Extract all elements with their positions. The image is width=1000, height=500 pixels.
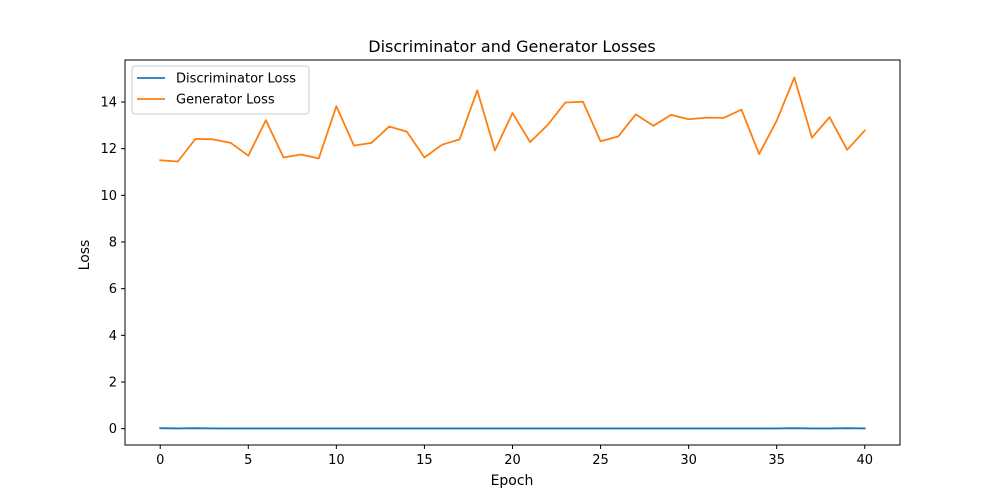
x-axis-label: Epoch xyxy=(491,473,534,489)
legend-label-1: Discriminator Loss xyxy=(176,72,296,87)
plot-area: 0 5 10 15 20 25 30 35 40 0 2 4 6 8 10 12 14 xyxy=(100,59,901,468)
y-tick-label: 8 xyxy=(109,236,117,251)
x-tick-label: 35 xyxy=(768,453,785,468)
y-axis-label: Loss xyxy=(77,240,93,271)
legend-box xyxy=(131,65,310,115)
y-tick-label: 4 xyxy=(109,329,117,344)
y-tick-label: 6 xyxy=(109,282,117,297)
legend: Discriminator Loss Generator Loss xyxy=(131,65,310,115)
x-tick-label: 0 xyxy=(156,453,164,468)
y-tick-label: 14 xyxy=(100,96,117,111)
x-tick-label: 40 xyxy=(856,453,873,468)
x-tick-label: 15 xyxy=(416,453,433,468)
y-tick-label: 2 xyxy=(109,376,117,391)
axes-frame xyxy=(124,59,901,446)
series-line-2 xyxy=(159,76,867,163)
y-tick-label: 0 xyxy=(109,422,117,437)
x-tick-label: 25 xyxy=(592,453,609,468)
legend-label-2: Generator Loss xyxy=(176,93,275,108)
x-tick-label: 10 xyxy=(328,453,345,468)
x-tick-label: 5 xyxy=(244,453,252,468)
x-tick-label: 30 xyxy=(680,453,697,468)
y-tick-label: 10 xyxy=(100,189,117,204)
x-tick-label: 20 xyxy=(504,453,521,468)
chart-title: Discriminator and Generator Losses xyxy=(368,37,655,56)
y-tick-label: 12 xyxy=(100,142,117,157)
